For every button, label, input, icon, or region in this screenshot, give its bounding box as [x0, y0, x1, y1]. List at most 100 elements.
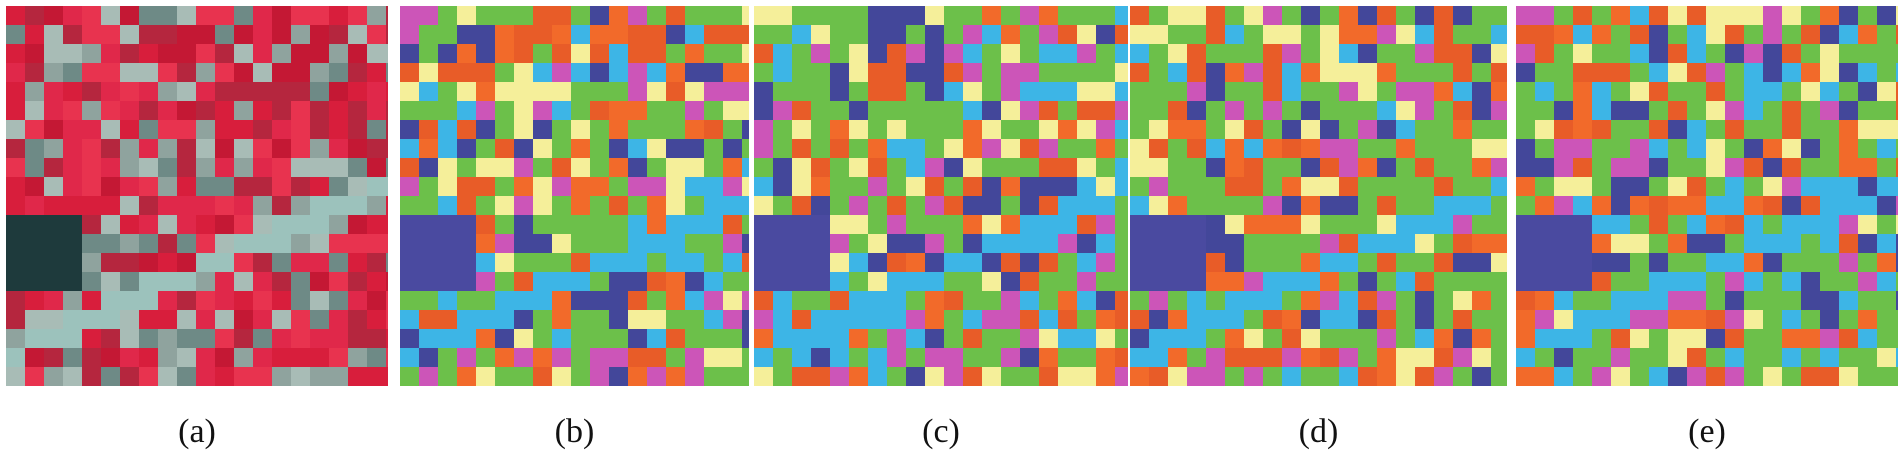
- image-patch: [1077, 253, 1096, 272]
- image-patch: [533, 253, 552, 272]
- image-patch: [1168, 44, 1187, 63]
- image-patch: [552, 196, 571, 215]
- image-patch: [1339, 310, 1358, 329]
- image-patch: [120, 272, 139, 291]
- image-patch: [1244, 6, 1263, 25]
- image-patch: [868, 101, 887, 120]
- image-patch: [1858, 215, 1877, 234]
- image-patch: [830, 101, 849, 120]
- image-patch: [609, 367, 628, 386]
- image-patch: [215, 253, 234, 272]
- image-patch: [1858, 367, 1877, 386]
- image-patch: [792, 367, 811, 386]
- image-patch: [1516, 291, 1535, 310]
- image-patch: [253, 139, 272, 158]
- image-patch: [1320, 272, 1339, 291]
- image-patch: [438, 253, 457, 272]
- image-patch: [1453, 158, 1472, 177]
- image-patch: [1573, 177, 1592, 196]
- image-patch: [925, 63, 944, 82]
- image-patch: [666, 120, 685, 139]
- image-patch: [1358, 310, 1377, 329]
- image-patch: [158, 234, 177, 253]
- image-patch: [1206, 196, 1225, 215]
- image-patch: [514, 234, 533, 253]
- image-patch: [367, 139, 386, 158]
- image-patch: [792, 158, 811, 177]
- image-patch: [1301, 329, 1320, 348]
- image-patch: [571, 310, 590, 329]
- image-patch: [177, 196, 196, 215]
- image-patch: [253, 253, 272, 272]
- image-patch: [1535, 82, 1554, 101]
- image-patch: [754, 44, 773, 63]
- image-patch: [1225, 101, 1244, 120]
- image-patch: [1225, 120, 1244, 139]
- image-patch: [1573, 139, 1592, 158]
- image-patch: [590, 6, 609, 25]
- image-patch: [1801, 6, 1820, 25]
- image-patch: [1096, 253, 1115, 272]
- image-patch: [1058, 348, 1077, 367]
- image-patch: [25, 63, 44, 82]
- image-patch: [944, 196, 963, 215]
- image-patch: [849, 120, 868, 139]
- image-patch: [476, 63, 495, 82]
- image-patch: [571, 82, 590, 101]
- image-patch: [1491, 253, 1507, 272]
- image-patch: [438, 6, 457, 25]
- image-patch: [868, 196, 887, 215]
- image-patch: [1687, 291, 1706, 310]
- image-patch: [1630, 6, 1649, 25]
- image-patch: [704, 25, 723, 44]
- image-patch: [1668, 6, 1687, 25]
- image-patch: [1434, 234, 1453, 253]
- image-patch: [1130, 158, 1149, 177]
- image-patch: [590, 177, 609, 196]
- image-patch: [196, 63, 215, 82]
- image-patch: [1115, 348, 1128, 367]
- image-patch: [1282, 6, 1301, 25]
- image-patch: [1377, 272, 1396, 291]
- image-patch: [1358, 272, 1377, 291]
- image-patch: [963, 310, 982, 329]
- image-patch: [1649, 310, 1668, 329]
- image-patch: [272, 367, 291, 386]
- image-patch: [1039, 25, 1058, 44]
- image-patch: [1472, 120, 1491, 139]
- image-patch: [590, 196, 609, 215]
- image-patch: [830, 215, 849, 234]
- image-patch: [386, 120, 388, 139]
- image-patch: [704, 272, 723, 291]
- image-patch: [1096, 348, 1115, 367]
- image-patch: [310, 6, 329, 25]
- image-patch: [158, 44, 177, 63]
- image-patch: [1801, 177, 1820, 196]
- image-patch: [704, 234, 723, 253]
- image-patch: [419, 6, 438, 25]
- image-patch: [367, 272, 386, 291]
- image-patch: [44, 44, 63, 63]
- image-patch: [310, 367, 329, 386]
- image-patch: [944, 25, 963, 44]
- image-patch: [272, 6, 291, 25]
- image-patch: [647, 291, 666, 310]
- image-patch: [533, 139, 552, 158]
- image-patch: [1149, 272, 1168, 291]
- image-patch: [1592, 44, 1611, 63]
- image-patch: [552, 367, 571, 386]
- image-patch: [1573, 348, 1592, 367]
- image-patch: [514, 139, 533, 158]
- image-patch: [685, 291, 704, 310]
- image-patch: [773, 348, 792, 367]
- image-patch: [1244, 63, 1263, 82]
- image-patch: [120, 329, 139, 348]
- image-patch: [1320, 215, 1339, 234]
- image-patch: [1358, 139, 1377, 158]
- image-patch: [1320, 101, 1339, 120]
- image-patch: [234, 139, 253, 158]
- image-patch: [291, 310, 310, 329]
- image-patch: [830, 177, 849, 196]
- image-patch: [1244, 82, 1263, 101]
- image-patch: [1725, 367, 1744, 386]
